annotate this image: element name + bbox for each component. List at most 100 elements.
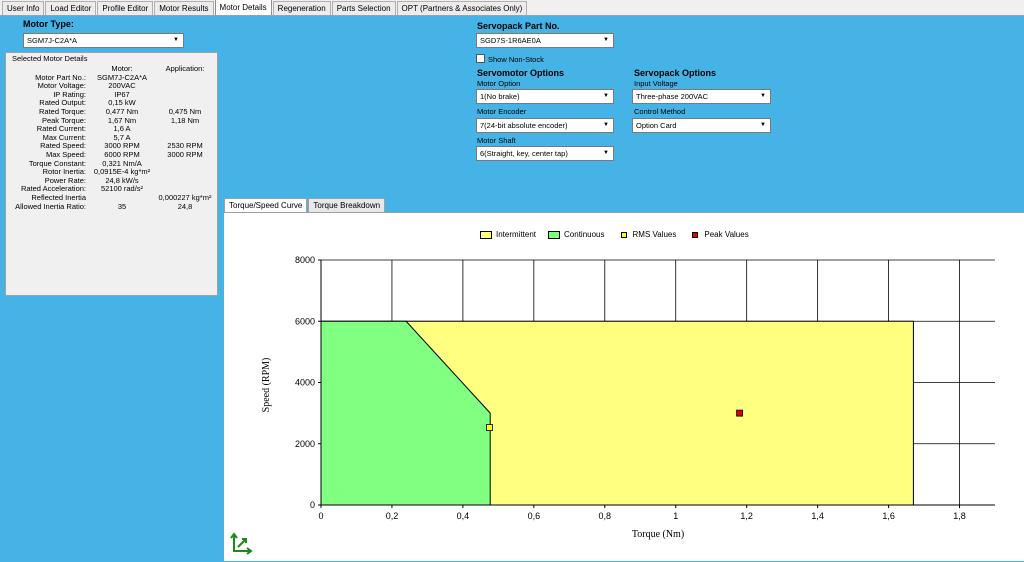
motor-detail-row: Rated Current: 1,6 A bbox=[8, 125, 214, 134]
selected-motor-details-panel: Selected Motor Details Motor: Applicatio… bbox=[5, 52, 218, 296]
motor-encoder-select[interactable]: 7(24-bit absolute encoder) ▼ bbox=[476, 118, 614, 133]
tab-user-info[interactable]: User Info bbox=[2, 1, 45, 15]
detail-label: Rotor Inertia: bbox=[42, 167, 86, 177]
chevron-down-icon: ▼ bbox=[760, 122, 766, 128]
y-tick-label: 4000 bbox=[295, 378, 315, 388]
x-tick-label: 0,4 bbox=[457, 511, 470, 521]
x-axis-label: Torque (Nm) bbox=[632, 529, 684, 540]
servopack-part-select[interactable]: SGD7S-1R6AE0A ▼ bbox=[476, 33, 614, 48]
show-non-stock-checkbox[interactable] bbox=[476, 54, 485, 63]
detail-label: Max Current: bbox=[42, 132, 86, 142]
detail-application-value: 24,8 bbox=[177, 201, 193, 211]
legend-swatch-peak bbox=[692, 231, 699, 238]
y-tick-label: 6000 bbox=[295, 316, 315, 326]
detail-label: Rated Torque: bbox=[39, 106, 86, 116]
tab-parts-selection[interactable]: Parts Selection bbox=[331, 1, 396, 15]
detail-motor-value: 0,321 Nm/A bbox=[102, 158, 142, 168]
legend-label-continuous: Continuous bbox=[564, 230, 605, 239]
detail-application-value bbox=[156, 160, 214, 169]
motor-option-select[interactable]: 1(No brake) ▼ bbox=[476, 89, 614, 104]
motor-detail-row: Reflected Inertia 0,000227 kg*m² bbox=[8, 192, 214, 203]
detail-motor-value: 24,8 kW/s bbox=[105, 175, 139, 185]
motor-detail-row: Power Rate: 24,8 kW/s bbox=[8, 175, 214, 186]
detail-motor-value: 0,477 Nm bbox=[105, 106, 139, 116]
motor-detail-row: Rated Speed: 3000 RPM 2530 RPM bbox=[8, 142, 214, 151]
detail-label: Rated Speed: bbox=[40, 141, 86, 151]
chevron-down-icon: ▼ bbox=[173, 37, 179, 43]
graph-tab-bar: Torque/Speed Curve Torque Breakdown bbox=[224, 198, 386, 213]
motor-detail-row: Max Current: 5,7 A bbox=[8, 132, 214, 143]
detail-application-value bbox=[156, 125, 214, 134]
input-voltage-select[interactable]: Three-phase 200VAC ▼ bbox=[632, 89, 771, 104]
legend-item-intermittent: Intermittent bbox=[480, 230, 536, 239]
detail-motor-value: 200VAC bbox=[108, 81, 136, 91]
motor-detail-row: Rated Torque: 0,477 Nm 0,475 Nm bbox=[8, 106, 214, 117]
detail-motor-value: 5,7 A bbox=[113, 132, 131, 142]
tab-opt-partners[interactable]: OPT (Partners & Associates Only) bbox=[396, 1, 528, 15]
input-voltage-label: Input Voltage bbox=[634, 79, 678, 88]
tab-torque-breakdown[interactable]: Torque Breakdown bbox=[308, 198, 386, 212]
detail-application-value bbox=[156, 177, 214, 186]
x-tick-label: 0,8 bbox=[599, 511, 612, 521]
servopack-part-value: SGD7S-1R6AE0A bbox=[480, 36, 541, 45]
selected-motor-details-title: Selected Motor Details bbox=[12, 54, 88, 63]
detail-label: Torque Constant: bbox=[28, 158, 86, 168]
motor-detail-row: Motor Part No.: SGM7J-C2A*A bbox=[8, 73, 214, 83]
detail-motor-value: 52100 rad/s² bbox=[100, 184, 144, 194]
detail-application-value bbox=[156, 74, 214, 83]
motor-detail-row: Peak Torque: 1,67 Nm 1,18 Nm bbox=[8, 115, 214, 126]
motor-type-label: Motor Type: bbox=[23, 19, 74, 29]
chevron-down-icon: ▼ bbox=[603, 150, 609, 156]
chart-reset-zoom-icon[interactable] bbox=[230, 531, 254, 555]
detail-motor-value: 0,0915E-4 kg*m² bbox=[93, 167, 151, 177]
motor-detail-row: Motor Voltage: 200VAC bbox=[8, 82, 214, 91]
motor-encoder-value: 7(24-bit absolute encoder) bbox=[480, 121, 568, 130]
data-point-peak-values bbox=[736, 409, 743, 417]
detail-application-value bbox=[156, 91, 214, 100]
tab-profile-editor[interactable]: Profile Editor bbox=[97, 1, 154, 15]
motor-detail-row: IP Rating: IP67 bbox=[8, 90, 214, 100]
x-tick-label: 1,6 bbox=[882, 511, 895, 521]
detail-label: Max Speed: bbox=[45, 149, 86, 159]
legend-item-peak: Peak Values bbox=[688, 230, 749, 239]
motor-detail-row: Allowed Inertia Ratio: 35 24,8 bbox=[8, 201, 214, 212]
y-tick-label: 0 bbox=[310, 500, 315, 510]
motor-option-label: Motor Option bbox=[477, 79, 521, 88]
detail-motor-value: 6000 RPM bbox=[104, 149, 140, 159]
chart-legend: Intermittent Continuous RMS Values Peak … bbox=[480, 230, 761, 239]
motor-details-table: Motor: Application: Motor Part No.: SGM7J… bbox=[8, 64, 214, 212]
legend-label-peak: Peak Values bbox=[704, 230, 749, 239]
detail-label: Rated Current: bbox=[36, 124, 86, 134]
torque-speed-chart-panel: Intermittent Continuous RMS Values Peak … bbox=[224, 212, 1024, 561]
detail-label: Peak Torque: bbox=[41, 115, 86, 125]
tab-torque-speed-curve[interactable]: Torque/Speed Curve bbox=[224, 198, 308, 213]
legend-item-rms: RMS Values bbox=[617, 230, 677, 239]
x-tick-label: 0,2 bbox=[386, 511, 399, 521]
tab-regeneration[interactable]: Regeneration bbox=[272, 1, 331, 15]
motor-shaft-select[interactable]: 6(Straight, key, center tap) ▼ bbox=[476, 146, 614, 161]
detail-label: Reflected Inertia bbox=[31, 192, 86, 202]
motor-detail-row: Max Speed: 6000 RPM 3000 RPM bbox=[8, 149, 214, 160]
chevron-down-icon: ▼ bbox=[603, 37, 609, 43]
data-point-rms-values bbox=[486, 424, 493, 431]
detail-motor-value: 35 bbox=[117, 201, 127, 211]
tab-motor-results[interactable]: Motor Results bbox=[154, 1, 214, 15]
control-method-value: Option Card bbox=[636, 121, 677, 130]
x-tick-label: 1 bbox=[673, 511, 678, 521]
servopack-options-title: Servopack Options bbox=[634, 68, 717, 78]
motor-type-select[interactable]: SGM7J-C2A*A ▼ bbox=[23, 33, 184, 48]
x-tick-label: 0,6 bbox=[528, 511, 541, 521]
tab-motor-details[interactable]: Motor Details bbox=[214, 0, 272, 15]
motor-option-value: 1(No brake) bbox=[480, 92, 520, 101]
detail-label: Rated Output: bbox=[39, 98, 86, 108]
chevron-down-icon: ▼ bbox=[603, 122, 609, 128]
y-axis-label: Speed (RPM) bbox=[261, 358, 272, 413]
tab-load-editor[interactable]: Load Editor bbox=[45, 1, 97, 15]
detail-application-value: 3000 RPM bbox=[167, 149, 203, 159]
x-tick-label: 0 bbox=[318, 511, 323, 521]
motor-detail-row: Rated Acceleration: 52100 rad/s² bbox=[8, 185, 214, 194]
control-method-select[interactable]: Option Card ▼ bbox=[632, 118, 771, 133]
legend-item-continuous: Continuous bbox=[548, 230, 605, 239]
legend-label-rms: RMS Values bbox=[632, 230, 677, 239]
motor-detail-row: Rated Output: 0,15 kW bbox=[8, 99, 214, 108]
